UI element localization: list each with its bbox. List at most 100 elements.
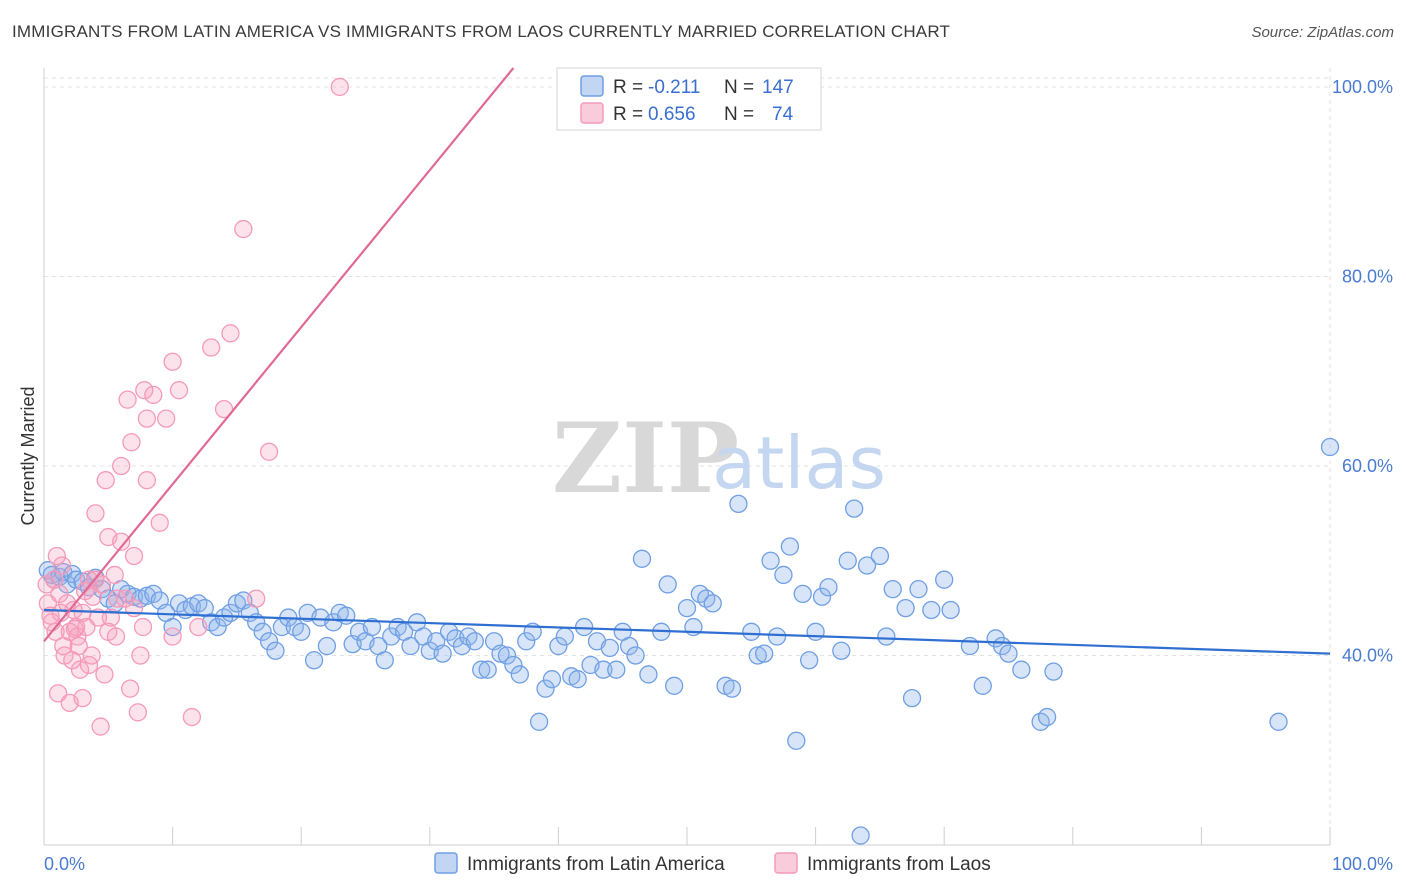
data-point — [639, 665, 658, 684]
data-point — [137, 409, 157, 428]
data-point — [52, 556, 72, 575]
stats-legend-n-label: N = — [724, 77, 754, 98]
data-point — [478, 660, 497, 679]
data-point — [73, 688, 92, 708]
watermark: ZIP atlas — [552, 402, 886, 515]
data-point — [1012, 660, 1031, 679]
data-point — [510, 665, 529, 684]
data-point — [568, 670, 587, 689]
data-point — [122, 433, 141, 452]
data-point — [118, 390, 137, 409]
y-tick-label: 60.0% — [1342, 456, 1393, 476]
data-point — [497, 646, 517, 665]
data-point — [517, 632, 536, 651]
data-point — [542, 670, 562, 689]
trend-lines — [43, 67, 1331, 655]
data-point — [112, 532, 131, 551]
data-point — [664, 676, 684, 695]
data-point — [549, 636, 568, 656]
data-point — [169, 381, 189, 400]
bottom-legend-swatch-latin-america — [434, 852, 458, 874]
chart-title: IMMIGRANTS FROM LATIN AMERICA VS IMMIGRA… — [12, 22, 951, 41]
data-point — [150, 513, 169, 532]
data-point — [92, 575, 112, 594]
data-point — [112, 456, 131, 476]
data-point — [1037, 707, 1057, 727]
x-tick-label: 100.0% — [1332, 854, 1393, 874]
bottom-legend-swatch-laos — [774, 852, 798, 874]
data-point — [163, 617, 182, 637]
data-point — [909, 580, 928, 599]
data-point — [902, 688, 922, 708]
data-point — [253, 622, 272, 641]
data-point — [935, 570, 954, 589]
data-point — [729, 494, 748, 514]
data-point — [88, 608, 108, 627]
bottom-legend-label-laos: Immigrants from Laos — [807, 854, 991, 875]
data-point — [330, 77, 349, 97]
y-axis-label: Currently Married — [18, 386, 38, 525]
trend-line — [43, 608, 1331, 655]
y-axis-tick-labels: 100.0% 80.0% 60.0% 40.0% — [1332, 77, 1393, 666]
data-point — [96, 471, 115, 490]
data-point — [755, 644, 774, 663]
data-point — [838, 551, 857, 570]
stats-legend-r-value: -0.211 — [648, 77, 700, 98]
data-point — [163, 352, 182, 371]
data-point — [780, 537, 800, 556]
data-point — [121, 679, 140, 698]
data-point — [46, 622, 65, 641]
data-point — [722, 679, 742, 698]
y-tick-label: 80.0% — [1342, 266, 1393, 286]
data-point — [658, 575, 677, 594]
data-point — [304, 651, 324, 670]
data-point — [472, 660, 491, 679]
data-point — [845, 499, 864, 518]
x-tick-label: 0.0% — [44, 854, 85, 874]
data-point — [999, 644, 1018, 663]
data-point — [600, 638, 619, 658]
data-point — [70, 660, 90, 679]
watermark-zip: ZIP — [552, 402, 739, 515]
stats-legend-r-label: R = — [613, 104, 643, 125]
data-point — [883, 580, 902, 599]
data-point — [65, 619, 85, 639]
data-point — [465, 632, 484, 651]
data-point — [1044, 662, 1063, 681]
data-point — [266, 641, 285, 660]
data-point — [69, 636, 88, 656]
bottom-legend: Immigrants from Latin America Immigrants… — [434, 852, 991, 875]
bottom-legend-label-latin-america: Immigrants from Latin America — [467, 854, 725, 875]
data-point — [832, 641, 851, 660]
data-point — [131, 646, 150, 665]
data-point — [761, 551, 780, 570]
data-point — [922, 600, 941, 620]
data-point — [870, 546, 890, 566]
data-point — [337, 606, 356, 625]
data-point — [247, 589, 266, 608]
data-point — [133, 617, 153, 637]
data-point — [806, 622, 825, 641]
data-point — [128, 703, 148, 722]
x-axis-ticks — [43, 827, 1331, 845]
data-point — [259, 632, 279, 651]
data-point — [47, 546, 67, 566]
data-point — [144, 385, 163, 405]
data-point — [214, 399, 234, 419]
data-point — [50, 584, 69, 604]
data-point — [157, 409, 176, 428]
data-point — [787, 731, 806, 750]
data-point — [594, 660, 613, 679]
data-point — [857, 556, 877, 575]
data-point — [401, 636, 420, 656]
data-point — [1269, 712, 1288, 731]
data-point — [82, 646, 101, 665]
data-point — [375, 651, 394, 670]
data-point — [491, 644, 510, 663]
data-point — [748, 646, 767, 665]
data-point — [86, 504, 105, 523]
data-point — [317, 636, 337, 656]
stats-legend-swatch-latin-america — [580, 75, 604, 97]
data-point — [234, 219, 253, 239]
